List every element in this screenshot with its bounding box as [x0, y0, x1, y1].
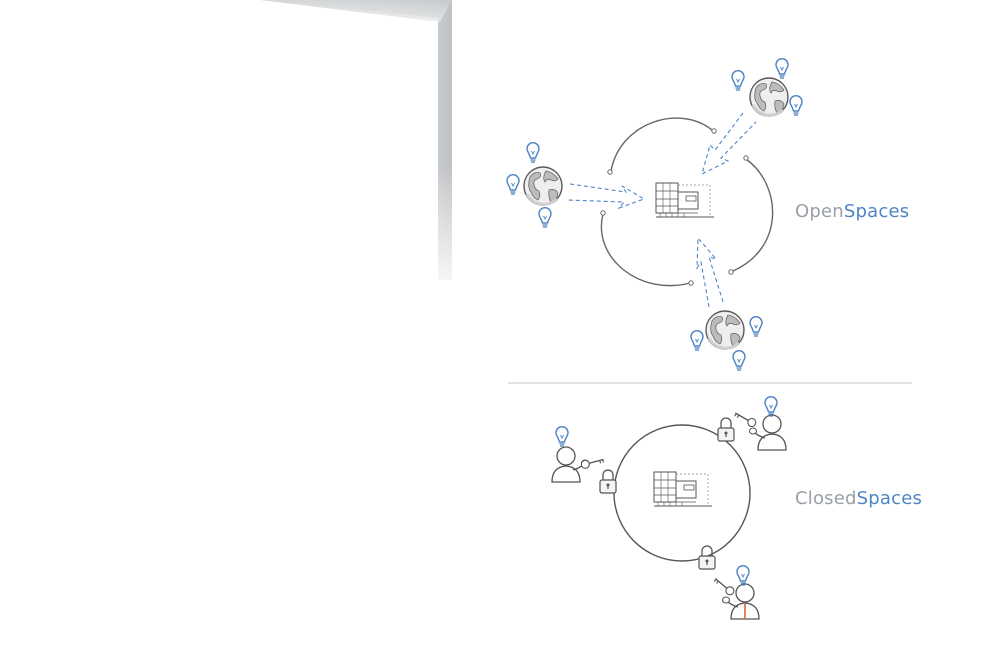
open-building: [655, 182, 715, 218]
padlock-icon: [698, 545, 716, 570]
lightbulb-icon: [736, 564, 750, 586]
globe-left: [522, 165, 564, 207]
person-bottom-right: [712, 574, 760, 620]
closed-spaces-label-suffix: Spaces: [856, 488, 923, 509]
globe-icon: [522, 165, 564, 207]
building-icon: [653, 471, 713, 507]
lightbulb-icon: [764, 395, 778, 417]
lightbulb-icon: [731, 69, 745, 91]
globe-icon: [704, 309, 746, 351]
lightbulb-icon: [690, 329, 704, 351]
globe-top-right: [748, 76, 790, 118]
globe-icon: [748, 76, 790, 118]
cycle-arc-top: [610, 117, 713, 172]
open-spaces-label: OpenSpaces: [795, 201, 909, 222]
lightbulb-icon: [555, 425, 569, 447]
key-icon: [732, 408, 758, 429]
building-icon: [655, 182, 715, 218]
padlock-icon: [717, 417, 735, 442]
person-left: [551, 446, 606, 483]
open-spaces-label-prefix: Open: [795, 201, 844, 222]
lightbulb-icon: [506, 173, 520, 195]
open-spaces-label-suffix: Spaces: [843, 201, 910, 222]
cycle-arc-bottom-left: [600, 213, 691, 287]
open-spaces-cycle: [600, 117, 774, 287]
lightbulb-icon: [775, 57, 789, 79]
lightbulb-icon: [538, 206, 552, 228]
lightbulb-icon: [526, 141, 540, 163]
lightbulb-icon: [732, 349, 746, 371]
key-icon: [712, 574, 737, 598]
open-idea-flows: [567, 112, 757, 308]
key-icon: [579, 454, 606, 470]
lightbulb-icon: [749, 315, 763, 337]
cycle-arc-right: [732, 158, 774, 272]
globe-bottom: [704, 309, 746, 351]
page-shadow-panel: [260, 0, 460, 300]
flow-arrow-left: [567, 183, 646, 210]
closed-spaces-label: ClosedSpaces: [795, 488, 922, 509]
person-top-right: [732, 408, 787, 451]
flow-arrow-top-right: [701, 112, 757, 176]
closed-building: [653, 471, 713, 507]
flow-arrow-bottom: [696, 236, 725, 308]
lightbulb-icon: [789, 94, 803, 116]
padlock-icon: [599, 469, 617, 494]
closed-spaces-label-prefix: Closed: [795, 488, 857, 509]
